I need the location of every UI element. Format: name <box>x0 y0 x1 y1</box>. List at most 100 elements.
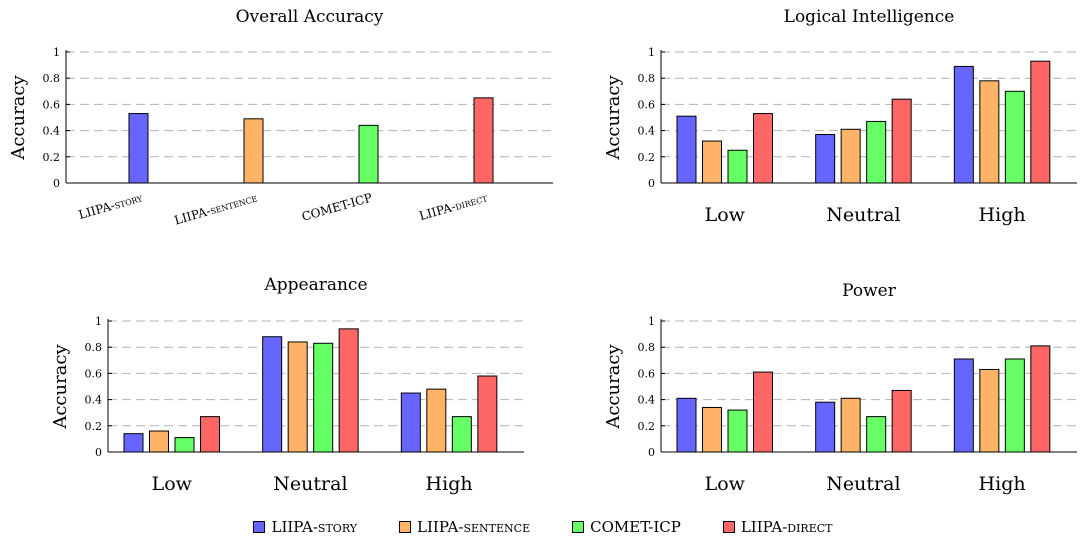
bar <box>243 118 264 184</box>
x-tick-label: Neutral <box>273 473 347 495</box>
bar <box>1004 90 1025 184</box>
chart-panel: Logical Intelligence Accuracy 0 0.2 0.4 0.6 0.… <box>603 7 1077 226</box>
bar <box>676 115 697 184</box>
bar <box>338 328 359 453</box>
legend-item-comet-icp: COMET-ICP <box>572 518 681 536</box>
chart-panel: Overall Accuracy Accuracy 0 0.2 0.4 0.6 0.8 1 LI… <box>8 7 553 227</box>
legend-swatch <box>722 521 735 533</box>
chart-panel: Power Accuracy 0 0.2 0.4 0.6 0.8 1 Low Neutral Hig… <box>603 281 1077 495</box>
legend-swatch <box>399 521 412 533</box>
bar <box>891 98 912 184</box>
bar <box>676 397 697 453</box>
bar <box>815 401 836 453</box>
x-tick-label: Neutral <box>826 473 900 495</box>
bar <box>727 409 748 453</box>
legend-label: LIIPA-sentence <box>417 518 531 536</box>
x-tick-label: Low <box>152 473 193 495</box>
bar <box>891 389 912 453</box>
y-tick-label: 0.4 <box>638 125 656 138</box>
bar <box>702 140 722 184</box>
x-tick-label: Low <box>705 473 746 495</box>
bar <box>200 416 220 453</box>
x-tick-label: High <box>426 473 473 495</box>
y-tick-label: 0.2 <box>85 420 103 433</box>
bar <box>840 397 861 453</box>
x-tick-label: High <box>979 473 1026 495</box>
x-tick-label: LIIPA-direct <box>418 190 490 223</box>
y-tick-label: 0.6 <box>85 367 103 380</box>
bar <box>866 416 887 453</box>
y-tick-label: 0.8 <box>638 341 656 354</box>
y-tick-label: 1 <box>648 46 655 59</box>
legend-label: LIIPA-story <box>271 518 358 536</box>
bar <box>426 388 447 453</box>
y-tick-label: 0 <box>95 446 102 459</box>
y-tick-label: 0.6 <box>43 98 61 111</box>
bar <box>174 437 195 453</box>
bar <box>1030 345 1051 453</box>
x-tick-label: High <box>979 204 1026 226</box>
y-tick-label: 0.2 <box>638 151 656 164</box>
y-tick-label: 1 <box>53 46 60 59</box>
chart-title: Appearance <box>263 275 367 295</box>
bar <box>1004 358 1025 453</box>
y-axis-label: Accuracy <box>50 344 71 430</box>
bar <box>477 375 498 453</box>
legend-swatch <box>253 521 266 533</box>
bar <box>979 80 1000 184</box>
x-tick-label: Neutral <box>826 204 900 226</box>
bar <box>866 120 887 184</box>
y-axis-label: Accuracy <box>603 75 624 161</box>
legend-item-liipa-sentence: LIIPA-sentence <box>399 518 530 536</box>
bar <box>287 341 308 453</box>
chart-title: Logical Intelligence <box>784 7 955 27</box>
y-axis-label: Accuracy <box>8 75 29 161</box>
bar <box>702 406 722 453</box>
bar <box>400 392 421 453</box>
bar <box>840 128 861 184</box>
y-tick-label: 0.4 <box>43 125 61 138</box>
y-tick-label: 0.2 <box>638 420 656 433</box>
y-tick-label: 0 <box>53 177 60 190</box>
y-tick-label: 0.8 <box>85 341 103 354</box>
y-tick-label: 0.4 <box>85 394 103 407</box>
bar <box>451 416 472 453</box>
bar <box>815 134 836 184</box>
bar <box>358 124 379 184</box>
bar <box>953 358 974 453</box>
x-tick-label: LIIPA-story <box>77 190 145 222</box>
legend-label: COMET-ICP <box>590 518 681 536</box>
chart-panel: Appearance Accuracy 0 0.2 0.4 0.6 0.8 1 Low Neutr… <box>50 275 524 495</box>
legend-item-liipa-direct: LIIPA-direct <box>722 518 833 536</box>
bar <box>753 371 773 453</box>
bar <box>123 433 144 453</box>
chart-title: Overall Accuracy <box>236 7 384 27</box>
bar <box>473 97 494 184</box>
y-tick-label: 0.4 <box>638 394 656 407</box>
legend-label: LIIPA-direct <box>740 518 833 536</box>
bar <box>1030 60 1051 184</box>
bar <box>262 336 283 453</box>
bar <box>313 342 334 453</box>
y-tick-label: 0.8 <box>43 72 61 85</box>
bar <box>128 113 149 184</box>
y-tick-label: 0 <box>648 177 655 190</box>
chart-title: Power <box>842 281 897 301</box>
y-axis-label: Accuracy <box>603 344 624 430</box>
x-tick-label: COMET-ICP <box>300 190 374 223</box>
legend-item-liipa-story: LIIPA-story <box>253 518 357 536</box>
bar <box>979 368 1000 453</box>
bar <box>727 149 748 184</box>
y-tick-label: 0 <box>648 446 655 459</box>
y-tick-label: 0.8 <box>638 72 656 85</box>
y-tick-label: 0.6 <box>638 98 656 111</box>
y-tick-label: 1 <box>95 315 102 328</box>
legend-swatch <box>572 521 585 533</box>
bar <box>953 65 974 184</box>
x-tick-label: Low <box>705 204 746 226</box>
y-tick-label: 0.6 <box>638 367 656 380</box>
y-tick-label: 0.2 <box>43 151 61 164</box>
bar <box>149 430 169 453</box>
x-tick-label: LIIPA-sentence <box>173 190 259 227</box>
